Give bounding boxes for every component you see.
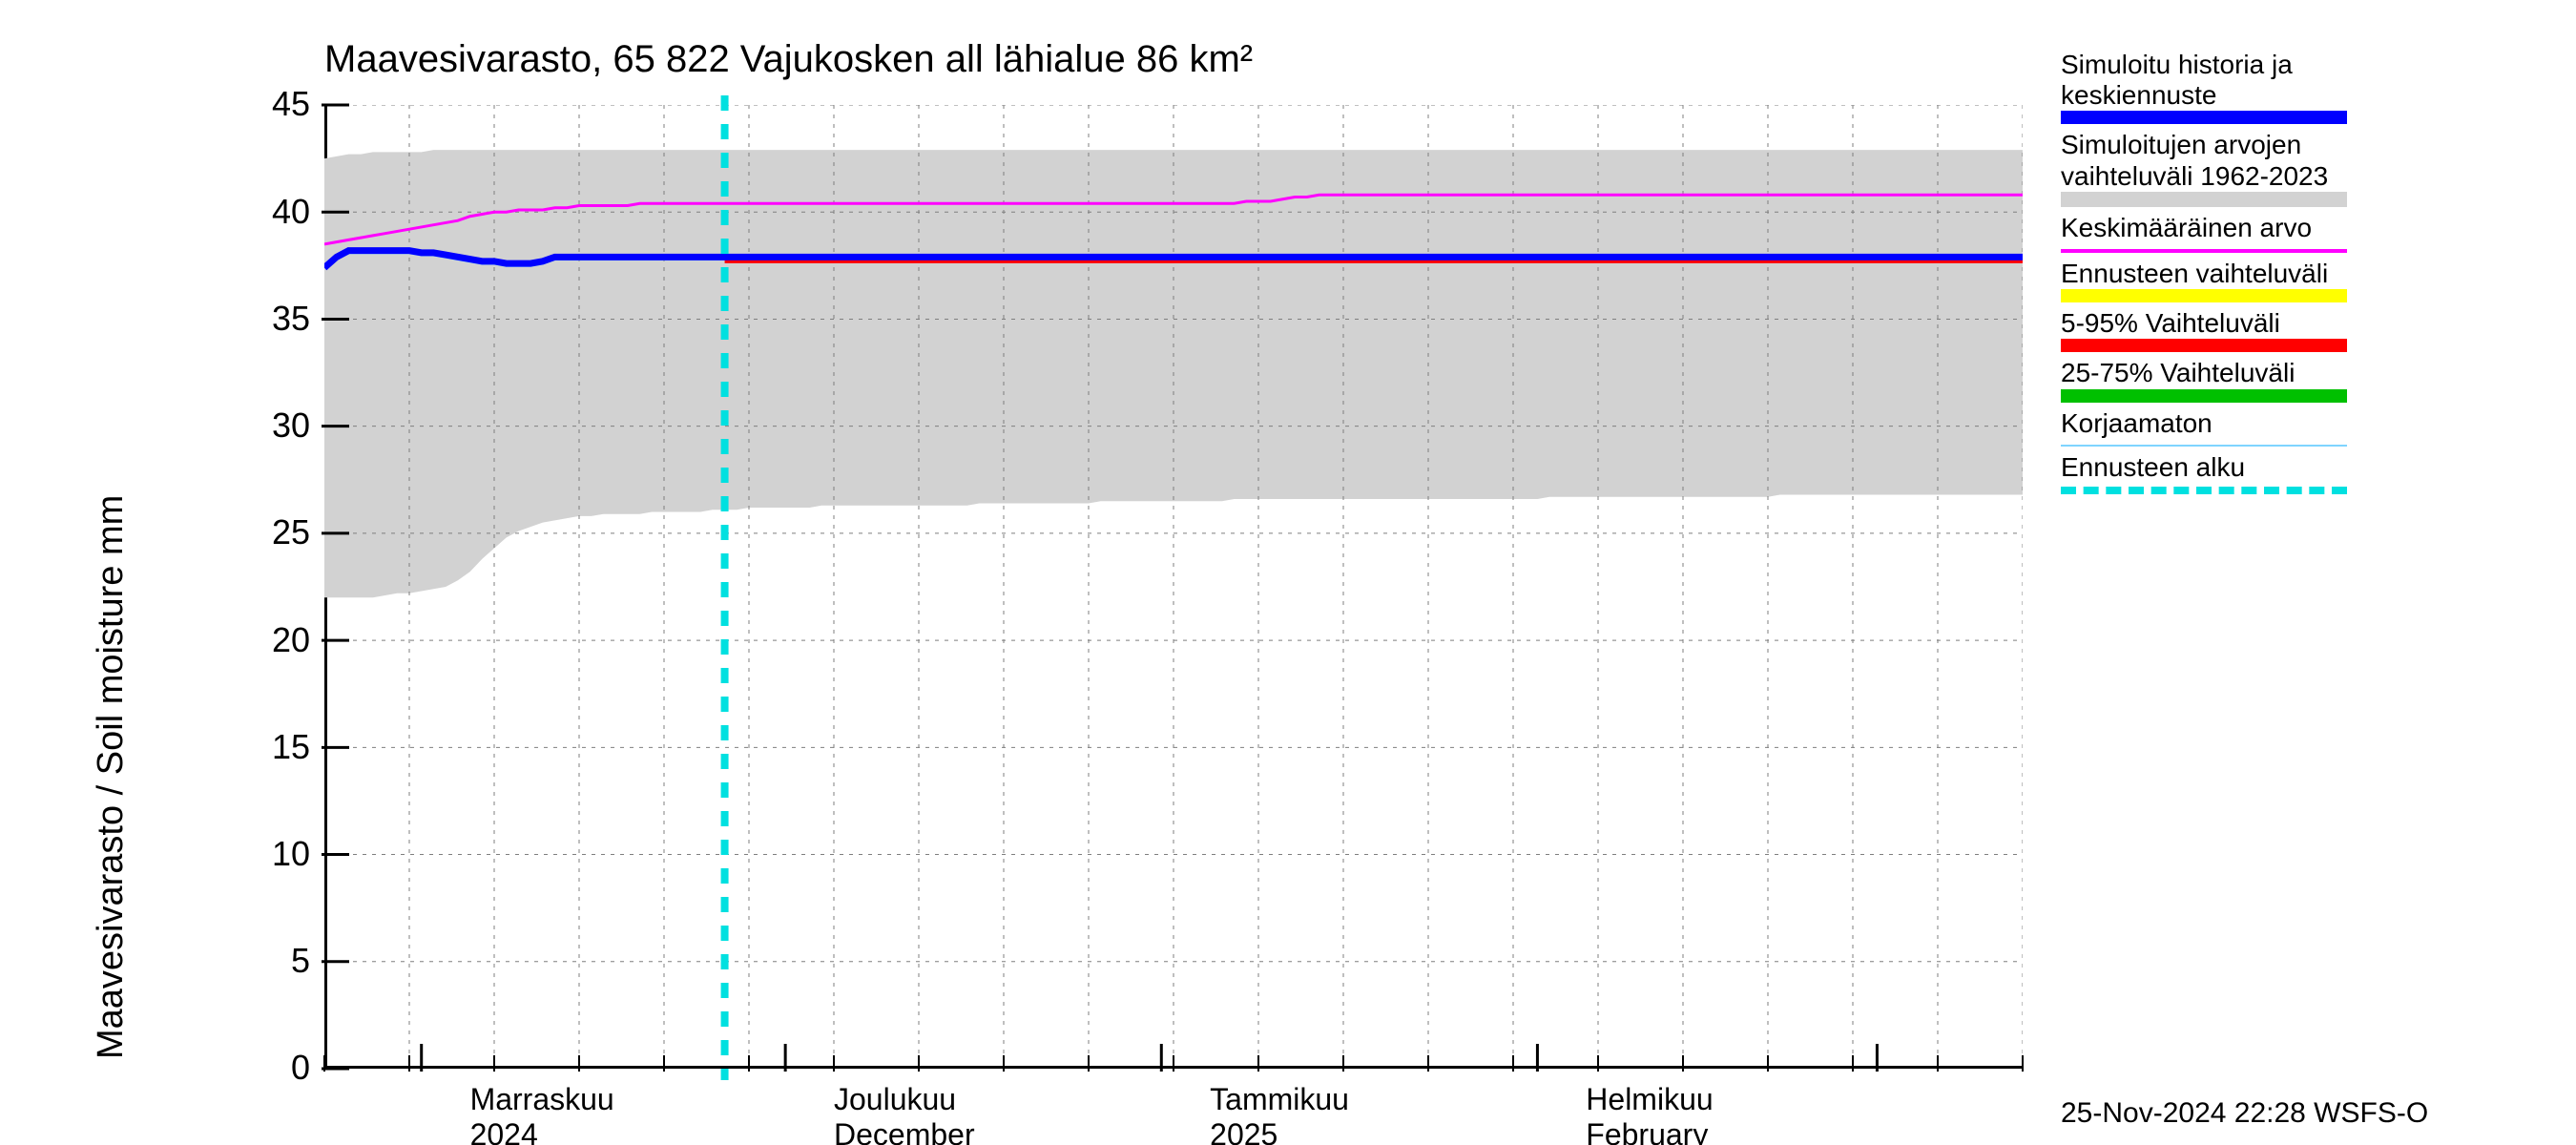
legend-item: 5-95% Vaihteluväli — [2061, 308, 2347, 352]
legend-swatch — [2061, 339, 2347, 352]
legend-label: 25-75% Vaihteluväli — [2061, 358, 2347, 388]
legend-swatch — [2061, 111, 2347, 124]
legend-item: Simuloitu historia ja keskiennuste — [2061, 50, 2347, 124]
legend-swatch — [2061, 192, 2347, 207]
y-tick-label: 10 — [205, 834, 310, 874]
legend-item: Korjaamaton — [2061, 408, 2347, 447]
y-tick-label: 30 — [205, 406, 310, 446]
legend-item: Ennusteen alku — [2061, 452, 2347, 494]
y-tick-label: 35 — [205, 299, 310, 339]
legend-label: Simuloitu historia ja keskiennuste — [2061, 50, 2347, 111]
y-tick-label: 0 — [205, 1048, 310, 1088]
legend-swatch — [2061, 249, 2347, 253]
legend-item: Keskimääräinen arvo — [2061, 213, 2347, 253]
y-tick-label: 20 — [205, 620, 310, 660]
legend-label: 5-95% Vaihteluväli — [2061, 308, 2347, 339]
x-tick-label: Joulukuu December — [834, 1082, 975, 1145]
y-tick-label: 15 — [205, 727, 310, 767]
legend-label: Simuloitujen arvojen vaihteluväli 1962-2… — [2061, 130, 2347, 191]
legend: Simuloitu historia ja keskiennuste Simulo… — [2061, 50, 2347, 500]
y-tick-label: 45 — [205, 84, 310, 124]
chart-container: { "chart": { "type": "line", "title": "M… — [0, 0, 2576, 1145]
legend-swatch — [2061, 389, 2347, 403]
y-tick-label: 5 — [205, 941, 310, 981]
y-tick-label: 25 — [205, 512, 310, 552]
legend-label: Korjaamaton — [2061, 408, 2347, 439]
legend-item: 25-75% Vaihteluväli — [2061, 358, 2347, 402]
x-tick-label: Tammikuu 2025 — [1210, 1082, 1349, 1145]
legend-label: Ennusteen alku — [2061, 452, 2347, 483]
x-tick-label: Marraskuu 2024 — [470, 1082, 614, 1145]
y-tick-label: 40 — [205, 192, 310, 232]
legend-swatch — [2061, 487, 2347, 494]
legend-swatch — [2061, 289, 2347, 302]
chart-footer: 25-Nov-2024 22:28 WSFS-O — [2061, 1097, 2428, 1130]
legend-item: Simuloitujen arvojen vaihteluväli 1962-2… — [2061, 130, 2347, 206]
legend-swatch — [2061, 445, 2347, 447]
legend-label: Ennusteen vaihteluväli — [2061, 259, 2347, 289]
x-tick-label: Helmikuu February — [1586, 1082, 1713, 1145]
legend-item: Ennusteen vaihteluväli — [2061, 259, 2347, 302]
legend-label: Keskimääräinen arvo — [2061, 213, 2347, 243]
